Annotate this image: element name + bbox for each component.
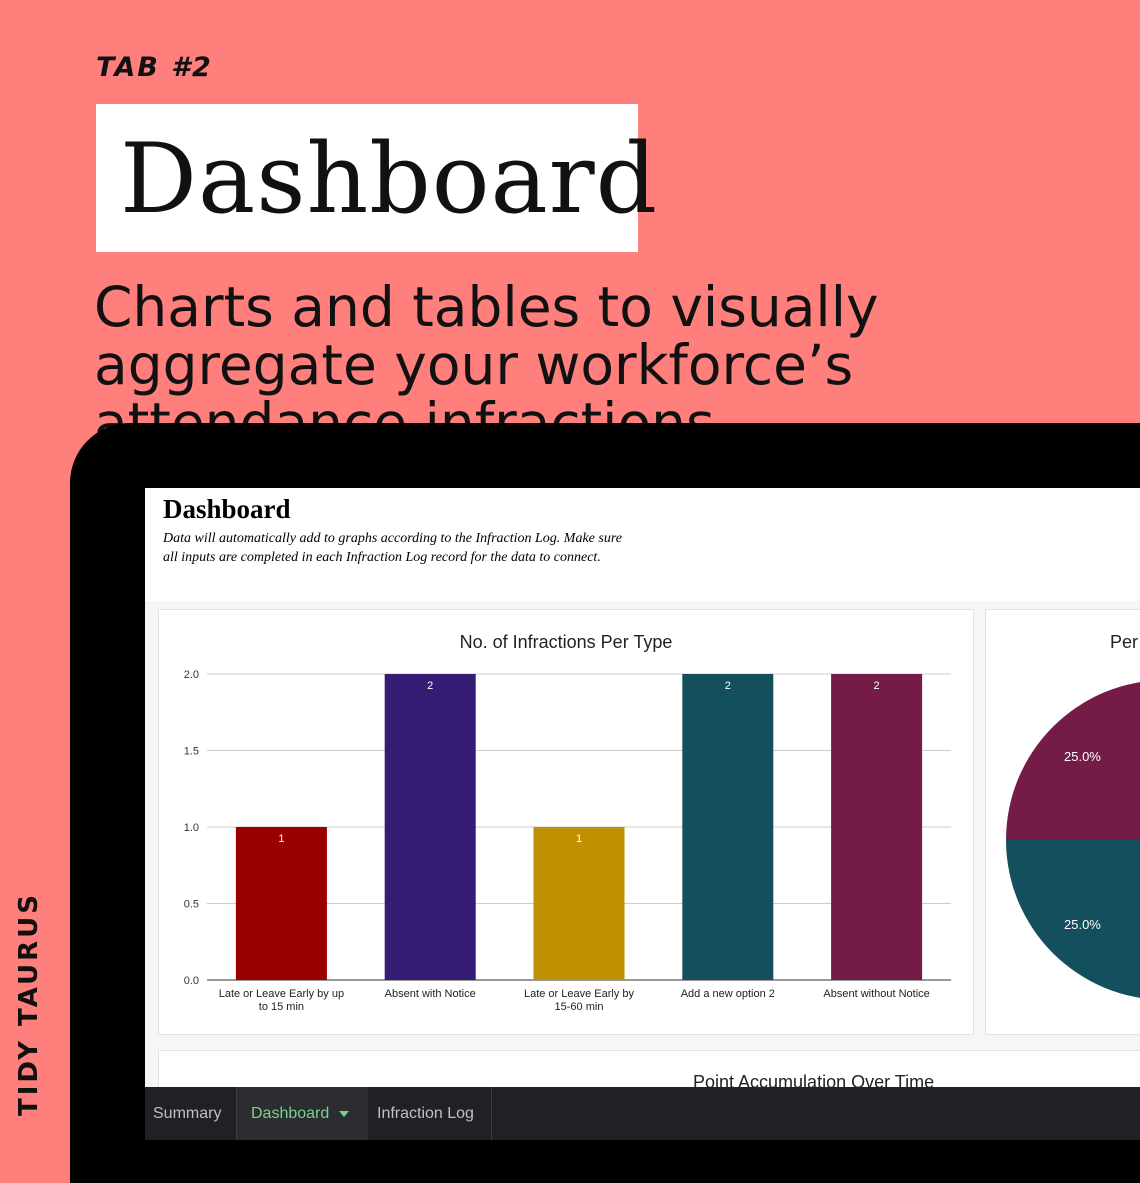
y-tick-label: 1.5 [184, 746, 199, 758]
x-tick-label: Absent without Notice [823, 988, 929, 1000]
tab-summary-label: Summary [153, 1105, 222, 1122]
tab-dashboard-label: Dashboard [251, 1105, 330, 1122]
tab-divider [491, 1087, 492, 1140]
bar-data-label: 1 [576, 833, 582, 845]
brand-name: TIDY TAURUS [14, 892, 44, 1116]
bar-data-label: 2 [725, 680, 731, 692]
tab-summary[interactable]: Summary [145, 1087, 236, 1140]
y-tick-label: 0.0 [184, 975, 199, 987]
pie-chart: 25.0% 25.0% [1006, 682, 1140, 998]
x-tick-label: 15-60 min [555, 1001, 604, 1013]
x-tick-label: Absent with Notice [385, 988, 476, 1000]
x-tick-label: to 15 min [259, 1001, 304, 1013]
y-tick-label: 0.5 [184, 899, 199, 911]
bar-chart-card[interactable]: No. of Infractions Per Type 0.0 0.5 1.0 1.5… [158, 609, 974, 1035]
bar-chart: 0.0 0.5 1.0 1.5 2.0 1 Late or Leave Early by u… [184, 669, 951, 1013]
pie-chart-title: Per [1110, 632, 1139, 652]
bar [533, 827, 625, 980]
sheet-description: Data will automatically add to graphs ac… [163, 531, 622, 565]
chevron-down-icon[interactable] [339, 1110, 350, 1117]
bar-data-label: 1 [278, 833, 284, 845]
pie-slice-label: 25.0% [1064, 917, 1101, 932]
bar [384, 674, 476, 980]
bar-chart-title: No. of Infractions Per Type [459, 632, 673, 652]
spreadsheet-screen: Dashboard Data will automatically add to… [145, 488, 1140, 1140]
sheet-header-area [145, 488, 1140, 601]
tab-dashboard[interactable]: Dashboard [237, 1087, 368, 1140]
bar [235, 827, 327, 980]
pie-chart-card[interactable]: Per 25.0% 25.0% [985, 609, 1140, 1035]
bar-data-label: 2 [874, 680, 880, 692]
x-tick-label: Late or Leave Early by up [219, 988, 344, 1000]
pie-slice-label: 25.0% [1064, 749, 1101, 764]
sheet-tab-bar: Summary Dashboard Infraction Log [145, 1087, 1140, 1140]
sheet-title: Dashboard [163, 494, 291, 524]
y-tick-label: 1.0 [184, 822, 199, 834]
bar [682, 674, 774, 980]
bar [831, 674, 923, 980]
pie-slice [1006, 682, 1140, 840]
bar-data-label: 2 [427, 680, 433, 692]
hero-title: Dashboard [120, 123, 659, 235]
x-tick-label: Add a new option 2 [681, 988, 775, 1000]
pie-slice [1006, 840, 1140, 998]
x-tick-label: Late or Leave Early by [524, 988, 635, 1000]
tab-number-label: TAB #2 [96, 52, 213, 83]
hero-title-box: Dashboard [96, 104, 657, 252]
tab-infraction-log-label: Infraction Log [377, 1105, 474, 1122]
y-tick-label: 2.0 [184, 669, 199, 681]
tab-infraction-log[interactable]: Infraction Log [368, 1087, 492, 1140]
tab-divider [236, 1087, 237, 1140]
